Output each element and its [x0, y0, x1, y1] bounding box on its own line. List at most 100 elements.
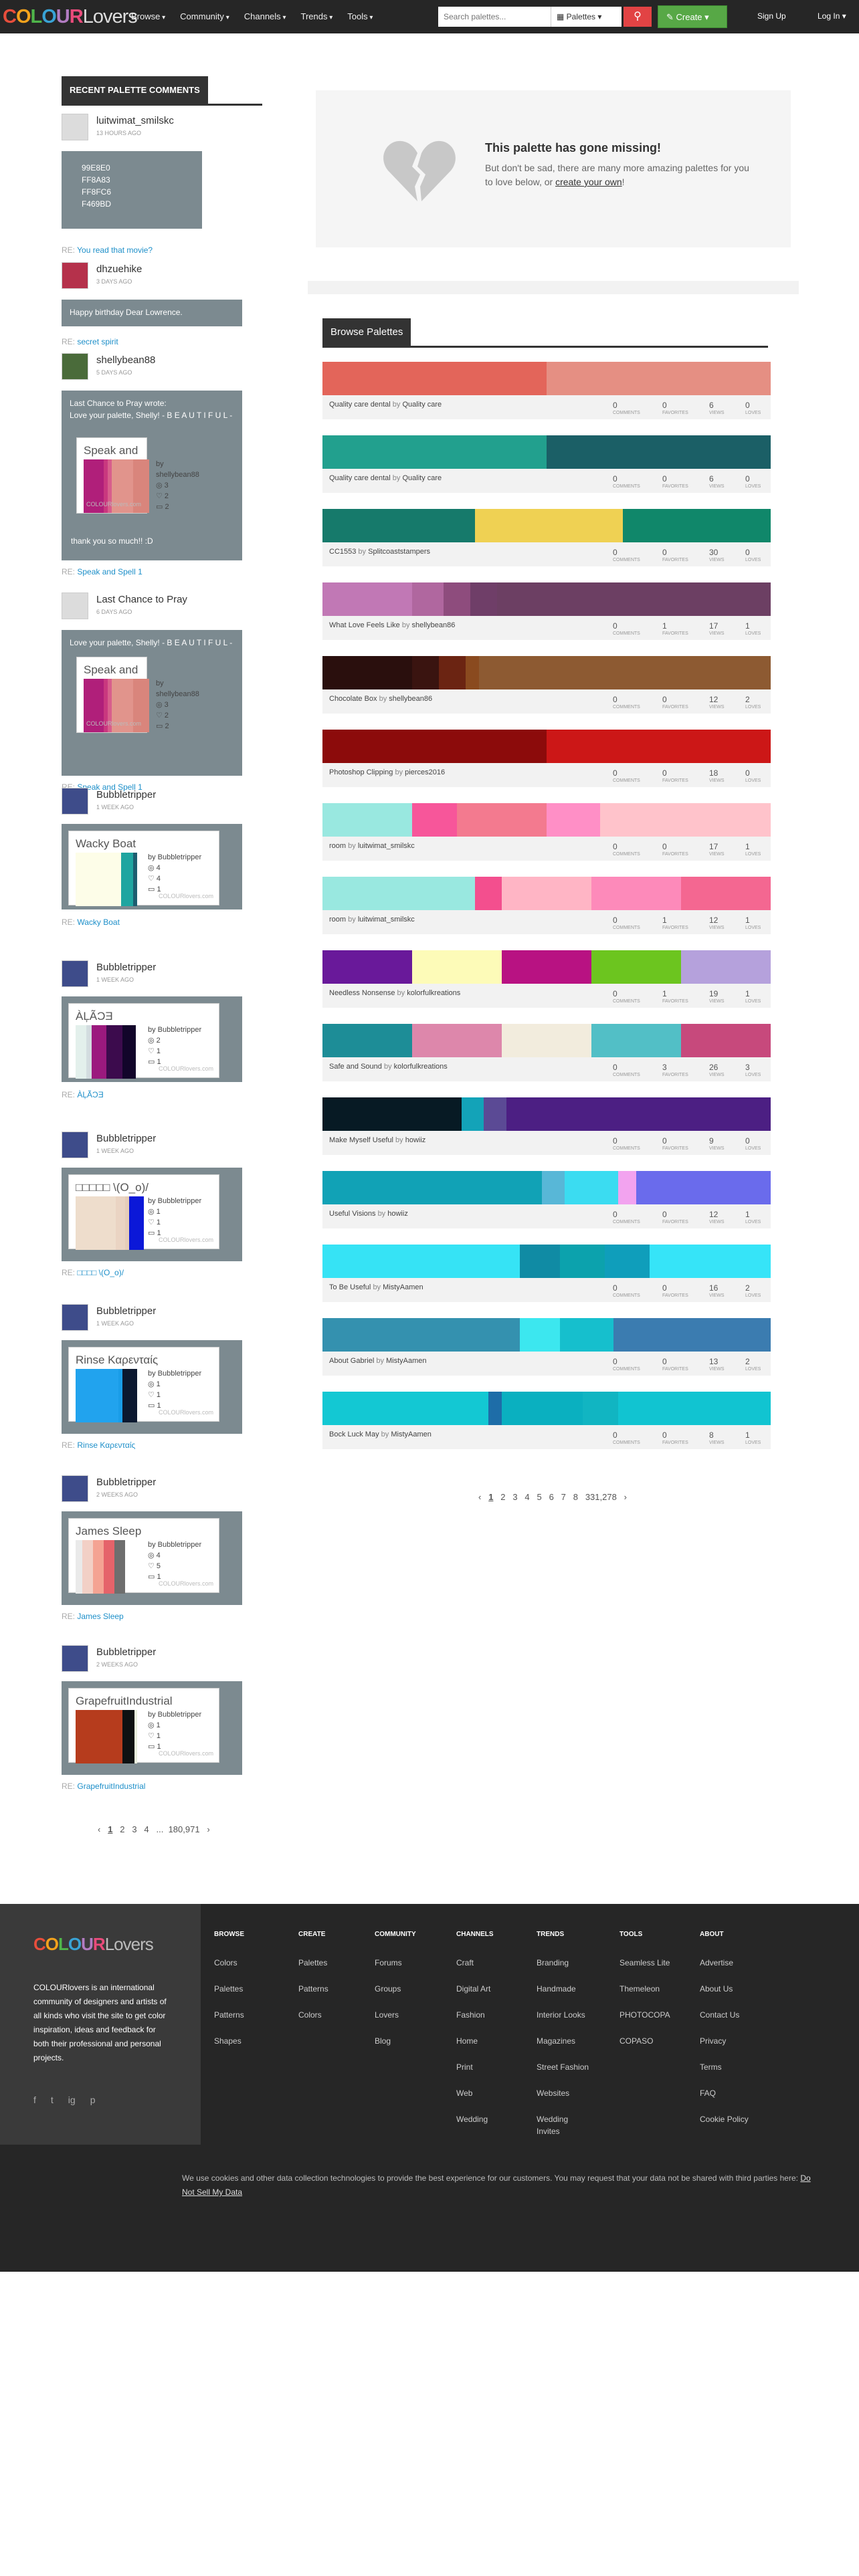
palette-swatch[interactable] [502, 950, 591, 984]
footer-link[interactable]: Lovers [375, 2010, 399, 2020]
palette-swatch[interactable] [618, 1171, 636, 1204]
footer-link[interactable]: Terms [700, 2062, 722, 2072]
palette-color-bar[interactable] [322, 1097, 771, 1131]
palette-row[interactable]: Make Myself Useful by howiiz 0 COMMENTS 0 FA… [322, 1097, 771, 1155]
palette-swatch[interactable] [605, 1245, 650, 1278]
avatar[interactable] [62, 593, 88, 619]
footer-link[interactable]: Contact Us [700, 2010, 740, 2020]
palette-row[interactable]: Photoshop Clipping by pierces2016 0 COMMEN… [322, 730, 771, 787]
page-link[interactable]: 8 [573, 1492, 578, 1502]
page-link[interactable]: 2 [120, 1824, 125, 1834]
palette-row[interactable]: Bock Luck May by MistyAamen 0 COMMENTS 0 FAV… [322, 1392, 771, 1449]
palette-row[interactable]: What Love Feels Like by shellybean86 0 COM… [322, 582, 771, 640]
page-link[interactable]: 6 [549, 1492, 554, 1502]
palette-card[interactable]: Speak and Spell 1by shellybean88◎ 3♡ 2▭ … [76, 437, 199, 514]
footer-link[interactable]: Palettes [214, 1984, 244, 1994]
palette-swatch[interactable] [591, 950, 681, 984]
palette-row[interactable]: To Be Useful by MistyAamen 0 COMMENTS 0 FAVO… [322, 1245, 771, 1302]
avatar[interactable] [62, 353, 88, 380]
palette-row[interactable]: room by luitwimat_smilskc 0 COMMENTS 0 FAVOR… [322, 803, 771, 861]
palette-color-bar[interactable] [322, 877, 771, 910]
palette-swatch[interactable] [461, 1097, 484, 1131]
palette-color-bar[interactable] [322, 509, 771, 542]
page-link[interactable]: 4 [524, 1492, 530, 1502]
palette-swatch[interactable] [547, 730, 771, 763]
palette-swatch[interactable] [519, 1318, 561, 1352]
palette-author[interactable]: shellybean86 [389, 695, 433, 703]
comment-user[interactable]: Bubbletripper [96, 1477, 157, 1488]
palette-color-bar[interactable] [322, 950, 771, 984]
reply-palette-link[interactable]: You read that movie? [77, 245, 153, 255]
palette-swatch[interactable] [519, 1245, 561, 1278]
footer-link[interactable]: Colors [298, 2010, 322, 2020]
palette-swatch[interactable] [322, 509, 475, 542]
footer-link[interactable]: Fashion [456, 2010, 485, 2020]
palette-row[interactable]: Quality care dental by Quality care 0 COMM… [322, 362, 771, 419]
reply-palette-link[interactable]: James Sleep [77, 1612, 124, 1621]
footer-link[interactable]: FAQ [700, 2088, 717, 2098]
comment-user[interactable]: Bubbletripper [96, 1133, 157, 1144]
avatar[interactable] [62, 960, 88, 987]
card-author[interactable]: by Bubbletripper [148, 1370, 202, 1378]
do-not-sell-link[interactable]: Do Not Sell My Data [182, 2173, 811, 2197]
palette-swatch[interactable] [322, 1318, 520, 1352]
avatar[interactable] [62, 262, 88, 289]
footer-link[interactable]: Magazines [537, 2036, 576, 2046]
footer-link[interactable]: Themeleon [619, 1984, 660, 1994]
palette-author[interactable]: kolorfulkreations [407, 989, 461, 997]
comment-user[interactable]: Bubbletripper [96, 1305, 157, 1317]
palette-swatch[interactable] [322, 730, 547, 763]
palette-swatch[interactable] [322, 1245, 520, 1278]
footer-link[interactable]: Privacy [700, 2036, 727, 2046]
palette-swatch[interactable] [322, 582, 412, 616]
create-button[interactable]: ✎ Create ▾ [658, 5, 727, 28]
palette-name[interactable]: About Gabriel [329, 1357, 375, 1365]
palette-swatch[interactable] [560, 1318, 614, 1352]
prev-page-button[interactable]: ‹ [478, 1492, 482, 1502]
nav-trends[interactable]: Trends [300, 11, 332, 21]
palette-author[interactable]: Splitcoaststampers [368, 548, 431, 556]
palette-author[interactable]: Quality care [402, 474, 442, 482]
palette-swatch[interactable] [497, 582, 771, 616]
footer-link[interactable]: Branding [537, 1958, 569, 1967]
palette-name[interactable]: Bock Luck May [329, 1430, 379, 1438]
site-logo[interactable]: COLOURLovers [3, 6, 138, 28]
comment-user[interactable]: Bubbletripper [96, 1646, 157, 1658]
palette-author[interactable]: howiiz [387, 1210, 408, 1218]
palette-color-bar[interactable] [322, 1318, 771, 1352]
page-link[interactable]: 3 [512, 1492, 518, 1502]
palette-card[interactable]: Wacky Boat by Bubbletripper ◎ 4 ♡ 4 ▭ 1 COLOU… [68, 831, 219, 906]
footer-link[interactable]: Colors [214, 1958, 237, 1967]
palette-name[interactable]: Useful Visions [329, 1210, 376, 1218]
palette-swatch[interactable] [681, 1024, 771, 1057]
card-author[interactable]: by Bubbletripper [148, 1197, 202, 1205]
palette-swatch[interactable] [560, 1245, 605, 1278]
palette-swatch[interactable] [680, 877, 771, 910]
footer-link[interactable]: Websites [537, 2088, 570, 2098]
palette-name[interactable]: room [329, 916, 347, 924]
page-link[interactable]: 2 [500, 1492, 506, 1502]
nav-channels[interactable]: Channels [244, 11, 286, 21]
palette-row[interactable]: About Gabriel by MistyAamen 0 COMMENTS 0 FAV… [322, 1318, 771, 1376]
palette-swatch[interactable] [322, 1024, 412, 1057]
palette-row[interactable]: Chocolate Box by shellybean86 0 COMMENTS 0 F… [322, 656, 771, 714]
card-author[interactable]: by shellybean88 [156, 679, 199, 698]
avatar[interactable] [62, 1132, 88, 1158]
footer-link[interactable]: Patterns [214, 2010, 244, 2020]
palette-card[interactable]: ÀĻÃƆƎ by Bubbletripper ◎ 2 ♡ 1 ▭ 1 COLOURlove… [68, 1003, 219, 1079]
palette-author[interactable]: luitwimat_smilskc [357, 916, 415, 924]
comment-user[interactable]: luitwimat_smilskc [96, 115, 174, 126]
palette-swatch[interactable] [466, 656, 480, 689]
search-input[interactable] [438, 7, 551, 27]
card-author[interactable]: by Bubbletripper [148, 1026, 202, 1034]
footer-link[interactable]: PHOTOCOPA [619, 2010, 670, 2020]
footer-link[interactable]: About Us [700, 1984, 733, 1994]
comment-user[interactable]: shellybean88 [96, 354, 156, 366]
palette-color-bar[interactable] [322, 1024, 771, 1057]
palette-swatch[interactable] [322, 1171, 543, 1204]
footer-link[interactable]: Home [456, 2036, 478, 2046]
page-link[interactable]: 7 [561, 1492, 566, 1502]
palette-swatch[interactable] [501, 1392, 583, 1425]
palette-name[interactable]: room [329, 842, 347, 850]
palette-author[interactable]: howiiz [405, 1136, 426, 1144]
